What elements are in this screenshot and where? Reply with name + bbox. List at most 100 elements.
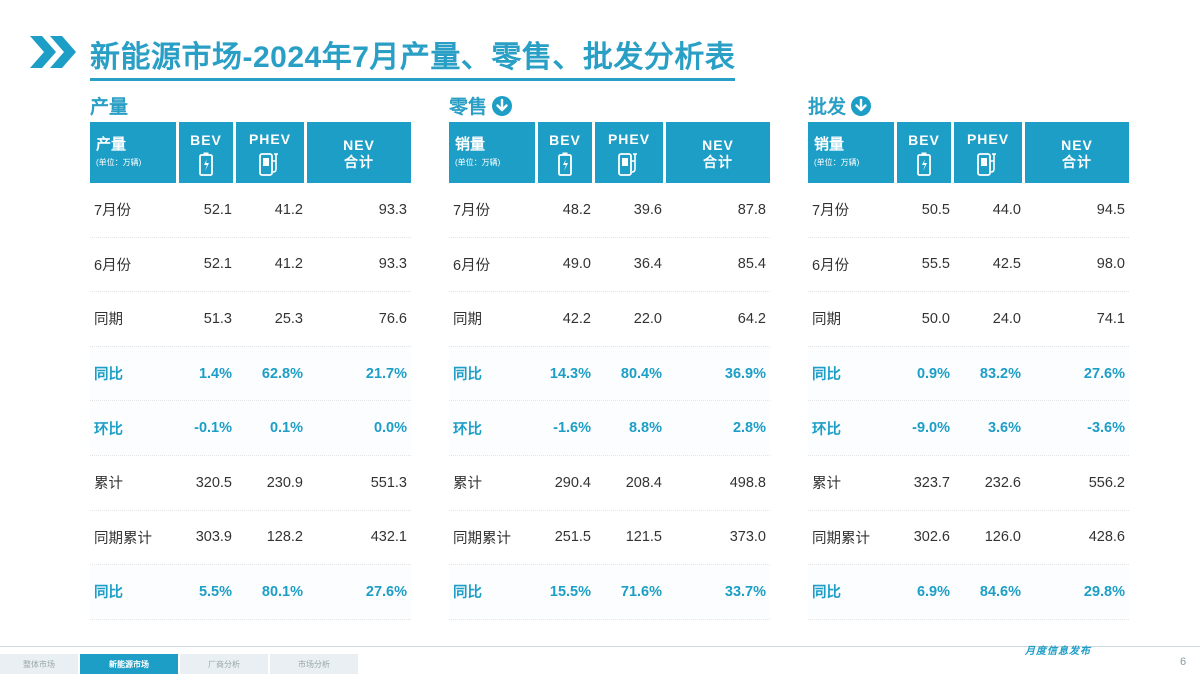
row-label: 7月份 [812, 203, 850, 220]
section-title: 批发 [808, 97, 847, 118]
table-row: 6月份 55.5 42.5 98.0 [808, 238, 1129, 293]
bev-value: 52.1 [203, 256, 232, 273]
footer-tab[interactable]: 厂商分析 [180, 654, 268, 674]
phev-value: 128.2 [266, 529, 303, 546]
metric-name: 销量 [455, 136, 486, 153]
nev-value: 428.6 [1088, 529, 1125, 546]
phev-value: 25.3 [274, 310, 303, 327]
phev-value: 208.4 [625, 474, 662, 491]
table-row: 同期累计 303.9 128.2 432.1 [90, 511, 411, 566]
table-row: 同期 51.3 25.3 76.6 [90, 292, 411, 347]
row-label: 同比 [94, 585, 123, 602]
footer-tab-bar: 整体市场 新能源市场 厂商分析 市场分析 [0, 654, 360, 674]
nev-value: 33.7% [724, 583, 766, 600]
row-label: 同期累计 [812, 530, 870, 547]
table-row: 6月份 49.0 36.4 85.4 [449, 238, 770, 293]
phev-value: 126.0 [984, 529, 1021, 546]
phev-label: PHEV [966, 130, 1010, 147]
battery-icon [199, 152, 213, 176]
section-label-wholesale: 批发 [808, 92, 872, 119]
row-label: 同期 [453, 312, 482, 329]
bev-value: 50.5 [921, 201, 950, 218]
nev-value: 76.6 [378, 310, 407, 327]
header-phev: PHEV [236, 122, 304, 183]
bev-value: 14.3% [549, 365, 591, 382]
nev-value: 432.1 [370, 529, 407, 546]
nev-value: 2.8% [732, 420, 766, 437]
phev-value: 42.5 [992, 256, 1021, 273]
table-header: 销量 (单位：万辆) BEV PHEV NEV 合计 [808, 122, 1129, 183]
section-label-retail: 零售 [449, 92, 513, 119]
nev-value: 498.8 [729, 474, 766, 491]
table-row: 同比 15.5% 71.6% 33.7% [449, 565, 770, 620]
header-phev: PHEV [954, 122, 1022, 183]
row-label: 6月份 [94, 257, 132, 274]
nev-value: 551.3 [370, 474, 407, 491]
nev-value: 87.8 [737, 201, 766, 218]
phev-value: 22.0 [633, 310, 662, 327]
bev-value: 6.9% [916, 583, 950, 600]
table-row: 同比 5.5% 80.1% 27.6% [90, 565, 411, 620]
arrow-down-circle-icon [492, 95, 513, 116]
phev-value: 8.8% [628, 420, 662, 437]
data-table: 销量 (单位：万辆) BEV PHEV NEV 合计 7月份 48.2 39.6 87.8 6月份 4… [449, 122, 770, 620]
table-row: 环比 -9.0% 3.6% -3.6% [808, 401, 1129, 456]
footer-tab[interactable]: 新能源市场 [80, 654, 178, 674]
header-nev-total: NEV 合计 [1025, 122, 1129, 183]
table-row: 7月份 50.5 44.0 94.5 [808, 183, 1129, 238]
battery-icon [917, 152, 931, 176]
unit-label: (单位：万辆) [455, 158, 501, 167]
table-row: 累计 320.5 230.9 551.3 [90, 456, 411, 511]
bev-label: BEV [190, 131, 222, 148]
header-metric: 销量 (单位：万辆) [449, 122, 535, 183]
table-row: 同比 0.9% 83.2% 27.6% [808, 346, 1129, 402]
footer-tab[interactable]: 整体市场 [0, 654, 78, 674]
plug-in-hybrid-icon [618, 152, 637, 176]
footer-tab[interactable]: 市场分析 [270, 654, 358, 674]
row-label: 7月份 [453, 203, 491, 220]
header-bev: BEV [897, 122, 951, 183]
nev-total-label: 合计 [1062, 153, 1092, 170]
table-row: 同期 50.0 24.0 74.1 [808, 292, 1129, 347]
phev-value: 83.2% [979, 365, 1021, 382]
metric-name: 销量 [814, 136, 845, 153]
bev-value: 55.5 [921, 256, 950, 273]
bev-value: 48.2 [562, 201, 591, 218]
phev-value: 232.6 [984, 474, 1021, 491]
nev-value: 94.5 [1096, 201, 1125, 218]
bev-value: 52.1 [203, 201, 232, 218]
table-row: 环比 -1.6% 8.8% 2.8% [449, 401, 770, 456]
footer-divider [0, 646, 1200, 647]
bev-value: 1.4% [198, 365, 232, 382]
phev-value: 41.2 [274, 201, 303, 218]
row-label: 同比 [812, 585, 841, 602]
phev-label: PHEV [248, 130, 292, 147]
header-metric: 销量 (单位：万辆) [808, 122, 894, 183]
nev-label: NEV [1061, 136, 1093, 153]
nev-value: 27.6% [365, 583, 407, 600]
unit-label: (单位：万辆) [96, 158, 142, 167]
row-label: 同比 [812, 367, 841, 384]
nev-value: 98.0 [1096, 256, 1125, 273]
row-label: 同期累计 [453, 530, 511, 547]
phev-value: 0.1% [269, 420, 303, 437]
chevron-double-right-icon [30, 36, 76, 68]
row-label: 7月份 [94, 203, 132, 220]
header-metric: 产量 (单位：万辆) [90, 122, 176, 183]
nev-value: 36.9% [724, 365, 766, 382]
header-phev: PHEV [595, 122, 663, 183]
table-row: 同期 42.2 22.0 64.2 [449, 292, 770, 347]
nev-value: 373.0 [729, 529, 766, 546]
row-label: 6月份 [453, 257, 491, 274]
nev-value: 0.0% [373, 420, 407, 437]
row-label: 同期 [812, 312, 841, 329]
bev-value: 323.7 [913, 474, 950, 491]
section-title: 产量 [90, 97, 129, 118]
phev-value: 80.1% [261, 583, 303, 600]
phev-value: 84.6% [979, 583, 1021, 600]
bev-label: BEV [908, 131, 940, 148]
bev-value: 51.3 [203, 310, 232, 327]
footer-publication-label: 月度信息发布 [1025, 646, 1091, 657]
bev-value: 0.9% [916, 365, 950, 382]
nev-value: 29.8% [1083, 583, 1125, 600]
